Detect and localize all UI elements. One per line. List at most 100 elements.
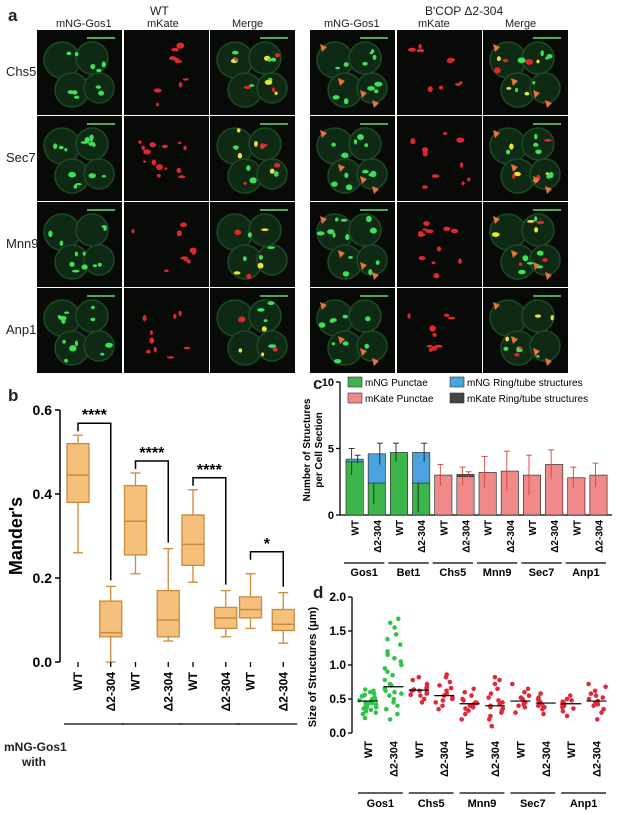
- punctum: [436, 246, 442, 252]
- x-tick-label: Δ2-304: [373, 520, 384, 553]
- x-tick-label: Δ2-304: [541, 740, 553, 777]
- punctum: [443, 226, 451, 231]
- x-tick-label: WT: [395, 520, 406, 536]
- group-label: Gos1: [350, 567, 378, 579]
- data-point: [433, 700, 438, 705]
- scale-bar: [360, 123, 388, 125]
- data-point: [542, 704, 547, 710]
- data-point: [362, 692, 368, 698]
- punctum: [369, 51, 374, 55]
- punctum: [456, 137, 465, 143]
- data-point: [492, 681, 498, 687]
- arrowhead-marker: [545, 100, 552, 108]
- legend-swatch: [449, 376, 465, 388]
- punctum: [157, 173, 161, 178]
- scale-bar: [360, 209, 388, 211]
- data-point: [601, 706, 606, 712]
- data-point: [437, 683, 442, 688]
- punctum: [316, 231, 325, 236]
- punctum: [364, 343, 370, 349]
- punctum: [503, 346, 509, 351]
- punctum: [493, 67, 501, 74]
- punctum: [331, 142, 336, 147]
- punctum: [91, 305, 95, 310]
- data-point: [450, 696, 455, 702]
- x-tick-label: Δ2-304: [490, 740, 502, 777]
- data-point: [488, 713, 493, 719]
- panel-a-letter: a: [8, 6, 18, 25]
- punctum: [261, 228, 269, 231]
- data-point: [385, 636, 390, 642]
- micrograph-mnn9-mut-red: [397, 202, 482, 287]
- y-tick-label: 0: [328, 510, 334, 522]
- legend-label: mKate Ring/tube structures: [467, 394, 588, 405]
- scale-bar: [260, 37, 288, 39]
- punctum: [267, 301, 275, 305]
- cell-outline: [256, 158, 288, 190]
- punctum: [237, 318, 244, 322]
- data-point: [489, 723, 495, 729]
- panel-d-letter: d: [313, 583, 324, 602]
- data-point: [440, 698, 446, 703]
- arrowhead-marker: [360, 262, 367, 270]
- punctum: [422, 228, 428, 231]
- punctum: [364, 143, 369, 148]
- punctum: [53, 143, 58, 149]
- data-point: [564, 696, 570, 702]
- micrograph-chs5-wt-green: [37, 30, 122, 115]
- punctum: [232, 145, 239, 150]
- punctum: [156, 164, 163, 171]
- data-point: [417, 688, 422, 694]
- data-point: [399, 691, 404, 696]
- data-point: [395, 703, 400, 709]
- micrograph-anp1-mut-merge: [483, 288, 568, 373]
- data-point: [399, 662, 404, 668]
- punctum: [74, 251, 78, 257]
- data-point: [391, 700, 396, 705]
- punctum: [455, 82, 461, 86]
- micrograph-mnn9-wt-green: [37, 202, 122, 287]
- group-label: Sec7: [529, 567, 555, 579]
- data-point: [398, 642, 403, 647]
- punctum: [95, 85, 102, 89]
- x-tick-label: Δ2-304: [592, 740, 604, 777]
- punctum: [517, 57, 526, 64]
- punctum: [180, 222, 187, 228]
- punctum: [254, 140, 258, 147]
- punctum: [443, 132, 448, 135]
- group-label: Chs5: [418, 798, 445, 810]
- punctum: [333, 359, 342, 364]
- data-point: [384, 706, 389, 712]
- micrograph-anp1-mut-red: [397, 288, 482, 373]
- cell-outline: [83, 330, 115, 362]
- punctum: [246, 165, 251, 171]
- punctum: [267, 58, 272, 62]
- scale-bar: [260, 295, 288, 297]
- data-point: [444, 688, 449, 694]
- punctum: [447, 316, 456, 320]
- punctum: [164, 269, 169, 272]
- punctum: [340, 218, 348, 222]
- panel-b-caption-line2: with: [22, 755, 46, 769]
- punctum: [150, 330, 153, 335]
- punctum: [131, 229, 135, 234]
- cell-outline: [356, 330, 388, 362]
- punctum: [362, 61, 368, 66]
- punctum: [101, 61, 106, 68]
- cell-outline: [75, 213, 109, 247]
- punctum: [57, 315, 61, 319]
- x-tick-label: WT: [351, 520, 362, 536]
- data-point: [495, 686, 500, 692]
- punctum: [249, 84, 255, 87]
- arrowhead-marker: [493, 302, 500, 310]
- punctum: [427, 86, 433, 93]
- data-point: [463, 711, 468, 717]
- group-label: Mnn9: [483, 567, 512, 579]
- punctum: [48, 230, 53, 237]
- punctum: [153, 88, 162, 93]
- punctum: [96, 68, 102, 73]
- punctum: [182, 78, 189, 81]
- punctum: [362, 169, 369, 174]
- data-point: [500, 706, 506, 711]
- data-point: [383, 688, 388, 694]
